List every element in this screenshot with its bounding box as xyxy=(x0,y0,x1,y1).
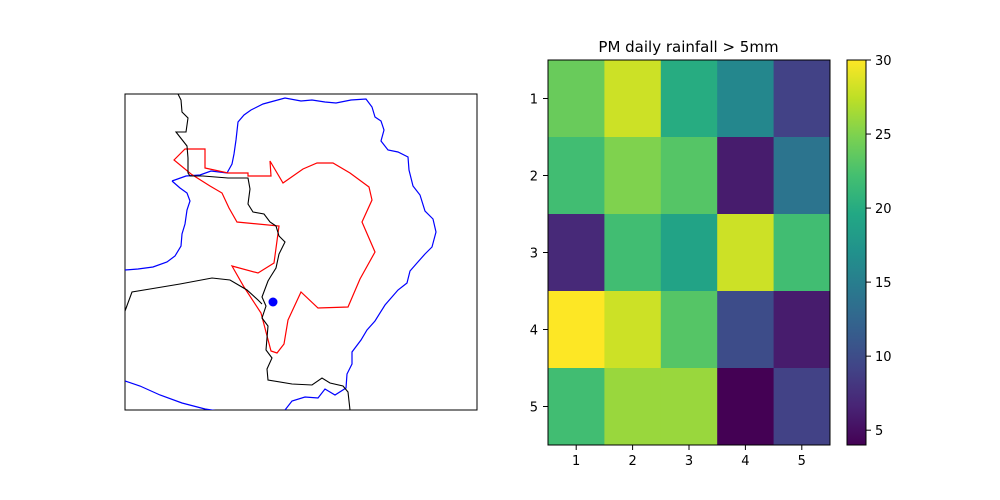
heatmap-cell xyxy=(773,137,831,215)
colorbar-tick-label: 15 xyxy=(875,276,892,291)
heatmap-cell xyxy=(604,137,662,215)
colorbar-tick-label: 5 xyxy=(875,424,883,439)
heatmap-cell xyxy=(717,368,775,446)
colorbar: 5 10 15 20 25 30 xyxy=(846,54,892,446)
y-tick-label: 5 xyxy=(530,401,538,416)
heatmap-cell xyxy=(548,60,605,138)
river-boundary-line-west xyxy=(125,180,191,271)
colorbar-tick-label: 10 xyxy=(875,350,892,365)
colorbar-tick-label: 30 xyxy=(875,54,892,69)
x-tick-label: 5 xyxy=(798,454,806,469)
heatmap-panel: PM daily rainfall > 5mm 1 2 3 4 5 1 2 3 4 5 xyxy=(530,38,831,469)
heatmap-cell xyxy=(660,137,718,215)
map-panel xyxy=(124,93,478,411)
y-tick-label: 1 xyxy=(530,93,538,108)
heatmap-cell xyxy=(773,60,831,138)
river-boundary-line-south xyxy=(125,380,216,410)
heatmap-x-ticks: 1 2 3 4 5 xyxy=(572,445,806,469)
heatmap-cell xyxy=(548,214,605,292)
x-tick-label: 4 xyxy=(741,454,749,469)
x-tick-label: 2 xyxy=(628,454,636,469)
heatmap-cell xyxy=(604,368,662,446)
heatmap-cell xyxy=(717,60,775,138)
colorbar-ticks: 5 10 15 20 25 30 xyxy=(866,54,892,439)
country-border-west xyxy=(125,277,263,312)
country-border-north xyxy=(174,94,351,410)
x-tick-label: 1 xyxy=(572,454,580,469)
heatmap-title: PM daily rainfall > 5mm xyxy=(598,38,778,56)
y-tick-label: 3 xyxy=(530,247,538,262)
map-frame xyxy=(124,93,478,411)
heatmap-cell xyxy=(604,214,662,292)
heatmap-cell xyxy=(773,368,831,446)
heatmap-cell xyxy=(717,214,775,292)
heatmap-cell xyxy=(773,214,831,292)
heatmap-cell xyxy=(548,137,605,215)
y-tick-label: 2 xyxy=(530,170,538,185)
x-tick-label: 3 xyxy=(685,454,693,469)
heatmap-cell xyxy=(604,60,662,138)
heatmap-cell xyxy=(604,291,662,369)
river-boundary-line xyxy=(171,97,437,410)
heatmap-cell xyxy=(660,291,718,369)
y-tick-label: 4 xyxy=(530,324,538,339)
colorbar-tick-label: 25 xyxy=(875,128,892,143)
colorbar-tick-label: 20 xyxy=(875,202,892,217)
heatmap-cell xyxy=(717,137,775,215)
heatmap-cells xyxy=(548,60,831,446)
heatmap-cell xyxy=(548,291,605,369)
heatmap-cell xyxy=(773,291,831,369)
heatmap-y-ticks: 1 2 3 4 5 xyxy=(530,93,548,416)
colorbar-gradient xyxy=(846,59,867,446)
heatmap-cell xyxy=(548,368,605,446)
heatmap-cell xyxy=(717,291,775,369)
heatmap-cell xyxy=(660,60,718,138)
location-marker xyxy=(268,297,278,307)
heatmap-cell xyxy=(660,214,718,292)
heatmap-cell xyxy=(660,368,718,446)
